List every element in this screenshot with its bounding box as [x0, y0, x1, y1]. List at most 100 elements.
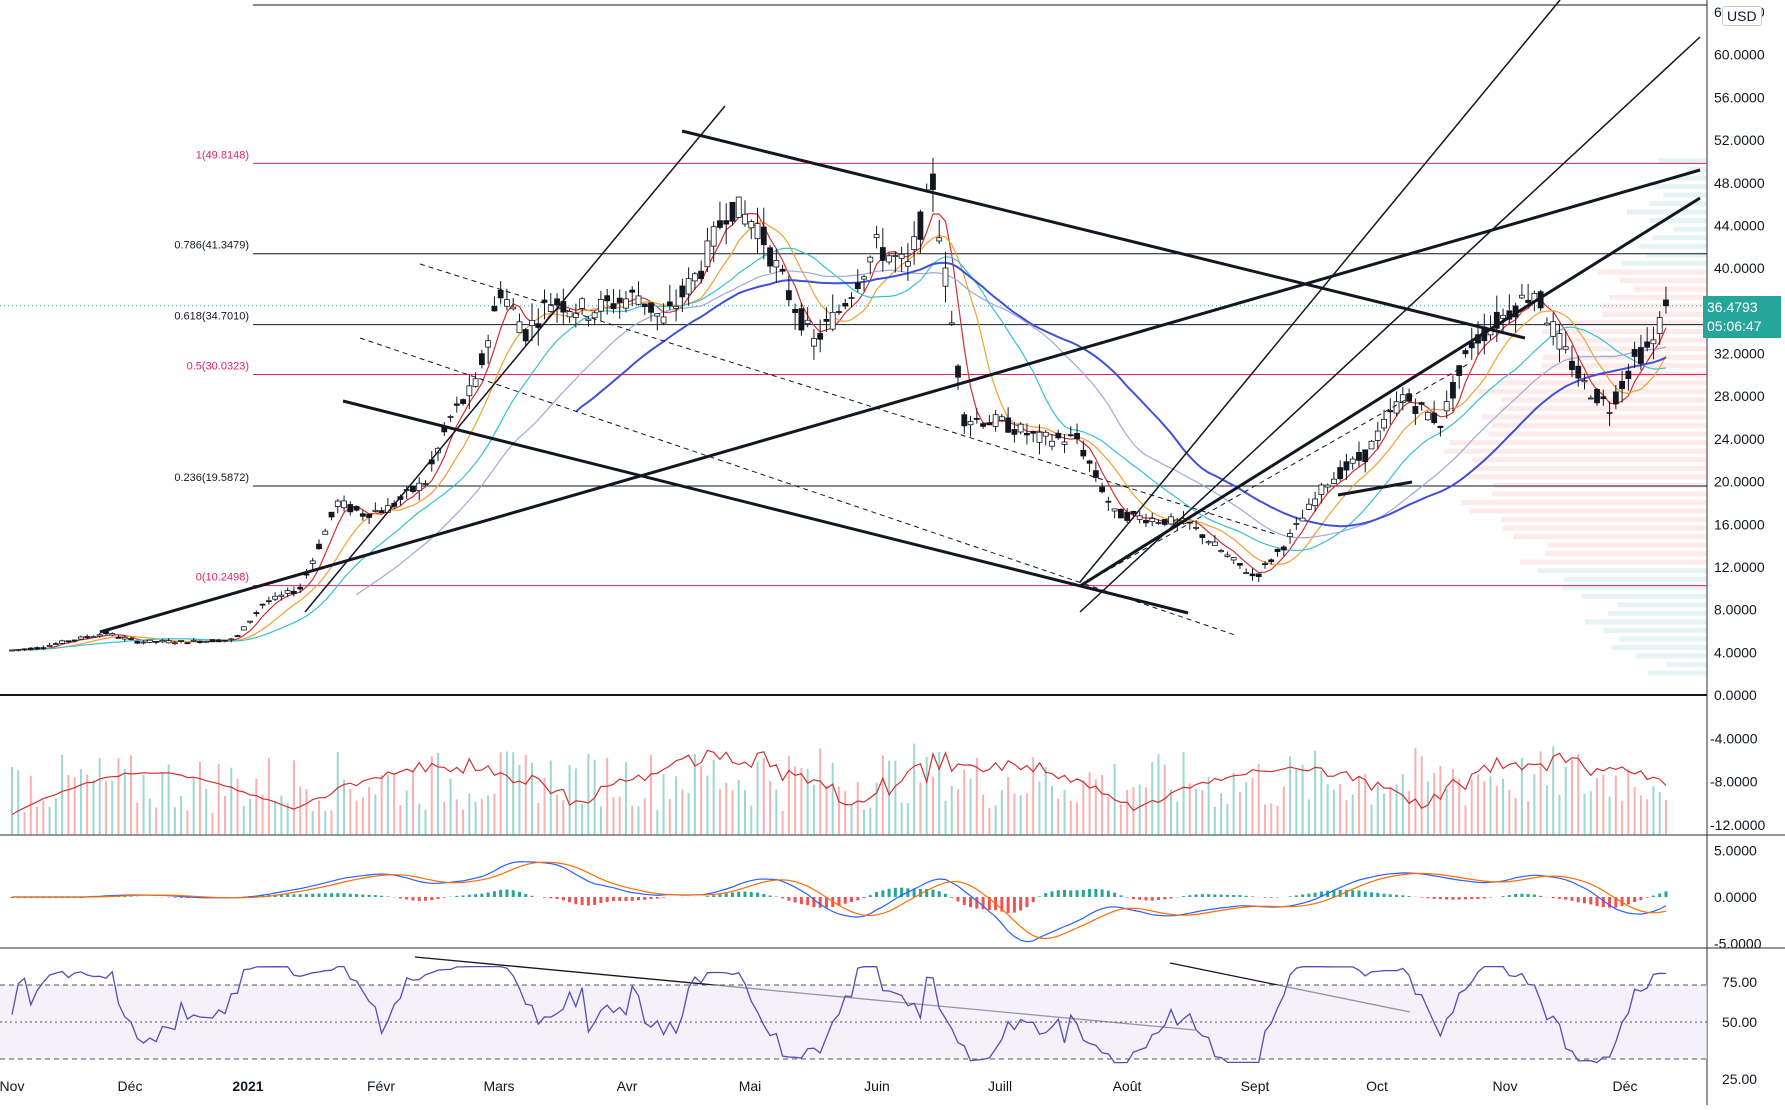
candle-body — [949, 323, 954, 324]
candle-body — [1106, 501, 1111, 502]
candle-body — [1551, 322, 1556, 337]
volume-bar — [362, 797, 364, 835]
volume-bar — [932, 777, 934, 835]
macd-histogram-bar — [493, 891, 496, 897]
macd-histogram-bar — [1596, 897, 1599, 906]
macd-histogram-bar — [1552, 897, 1555, 898]
candle-body — [567, 311, 572, 316]
volume-bar — [1421, 756, 1423, 835]
candle-body — [774, 260, 779, 267]
macd-histogram-bar — [386, 896, 389, 897]
candle-body — [10, 650, 15, 651]
candle-body — [686, 279, 691, 294]
volume-bar — [1320, 771, 1322, 835]
macd-histogram-bar — [624, 897, 627, 901]
volume-profile-bar — [1503, 526, 1707, 531]
candle-body — [373, 510, 378, 511]
volume-bar — [149, 799, 151, 835]
volume-bar — [1051, 786, 1053, 835]
candle-body — [799, 309, 804, 330]
price-axis-label: 56.0000 — [1714, 89, 1765, 105]
volume-bar — [67, 775, 69, 835]
volume-bar — [412, 770, 414, 835]
volume-bar — [1189, 783, 1191, 835]
volume-bar — [851, 804, 853, 835]
candle-body — [887, 256, 892, 262]
volume-bar — [1439, 766, 1441, 835]
macd-histogram-bar — [568, 897, 571, 902]
candle-body — [724, 221, 729, 225]
volume-bar — [36, 807, 38, 835]
currency-badge[interactable]: USD — [1722, 6, 1762, 26]
macd-histogram-bar — [656, 897, 659, 899]
macd-histogram-bar — [806, 897, 809, 905]
time-axis-label: Mars — [483, 1078, 514, 1094]
volume-bar — [1283, 787, 1285, 835]
macd-histogram-bar — [1389, 894, 1392, 897]
candle-body — [1350, 459, 1355, 463]
volume-bar — [650, 755, 652, 835]
macd-histogram-bar — [1464, 897, 1467, 899]
candle-body — [1526, 300, 1531, 302]
macd-histogram-bar — [1238, 895, 1241, 897]
candle-body — [667, 302, 672, 306]
volume-bar — [1208, 777, 1210, 835]
macd-histogram-bar — [1395, 895, 1398, 897]
macd-histogram-bar — [938, 891, 941, 897]
volume-bar — [1389, 787, 1391, 835]
macd-histogram-bar — [1376, 893, 1379, 897]
price-axis-label: 48.0000 — [1714, 175, 1765, 191]
volume-bar — [406, 790, 408, 835]
macd-histogram-bar — [1420, 897, 1423, 898]
volume-bar — [450, 779, 452, 835]
candle-body — [1250, 574, 1255, 576]
candle-body — [893, 256, 898, 257]
price-axis-label: 16.0000 — [1714, 516, 1765, 532]
volume-bar — [1571, 759, 1573, 835]
macd-histogram-bar — [430, 897, 433, 900]
candle-body — [1601, 397, 1606, 399]
macd-histogram-bar — [1251, 896, 1254, 897]
candle-body — [166, 641, 171, 643]
candle-body — [1444, 402, 1449, 411]
candle-body — [498, 290, 503, 297]
macd-histogram-bar — [1577, 897, 1580, 902]
candle-body — [1269, 560, 1274, 562]
candle-body — [473, 379, 478, 387]
macd-histogram-bar — [1044, 893, 1047, 897]
volume-bar — [1327, 784, 1329, 835]
candle-body — [580, 299, 585, 309]
volume-bar — [1433, 773, 1435, 835]
macd-histogram-bar — [1050, 891, 1053, 897]
candle-body — [1519, 295, 1524, 298]
candle-body — [1049, 441, 1054, 446]
volume-profile-bar — [1501, 517, 1707, 522]
candle-body — [1588, 398, 1593, 399]
candle-body — [692, 274, 697, 281]
volume-bar — [1239, 792, 1241, 835]
candle-body — [1300, 518, 1305, 521]
volume-bar — [719, 789, 721, 835]
macd-histogram-bar — [1527, 894, 1530, 897]
candle-body — [830, 312, 835, 329]
volume-profile-bar — [1585, 619, 1707, 624]
volume-profile-bar — [1545, 551, 1707, 556]
volume-bar — [1201, 790, 1203, 835]
volume-bar — [1183, 752, 1185, 835]
macd-histogram-bar — [405, 897, 408, 899]
macd-histogram-bar — [1589, 897, 1592, 904]
volume-bar — [161, 772, 163, 835]
candle-body — [129, 639, 134, 640]
macd-histogram-bar — [1220, 895, 1223, 897]
macd-histogram-bar — [1119, 895, 1122, 897]
macd-histogram-bar — [850, 897, 853, 902]
volume-profile-bar — [1646, 252, 1707, 257]
candle-body — [592, 313, 597, 318]
volume-bar — [1615, 775, 1617, 835]
candle-body — [1244, 573, 1249, 574]
volume-profile-bar — [1564, 577, 1707, 582]
macd-histogram-bar — [744, 892, 747, 897]
time-axis-label: Déc — [1613, 1078, 1638, 1094]
